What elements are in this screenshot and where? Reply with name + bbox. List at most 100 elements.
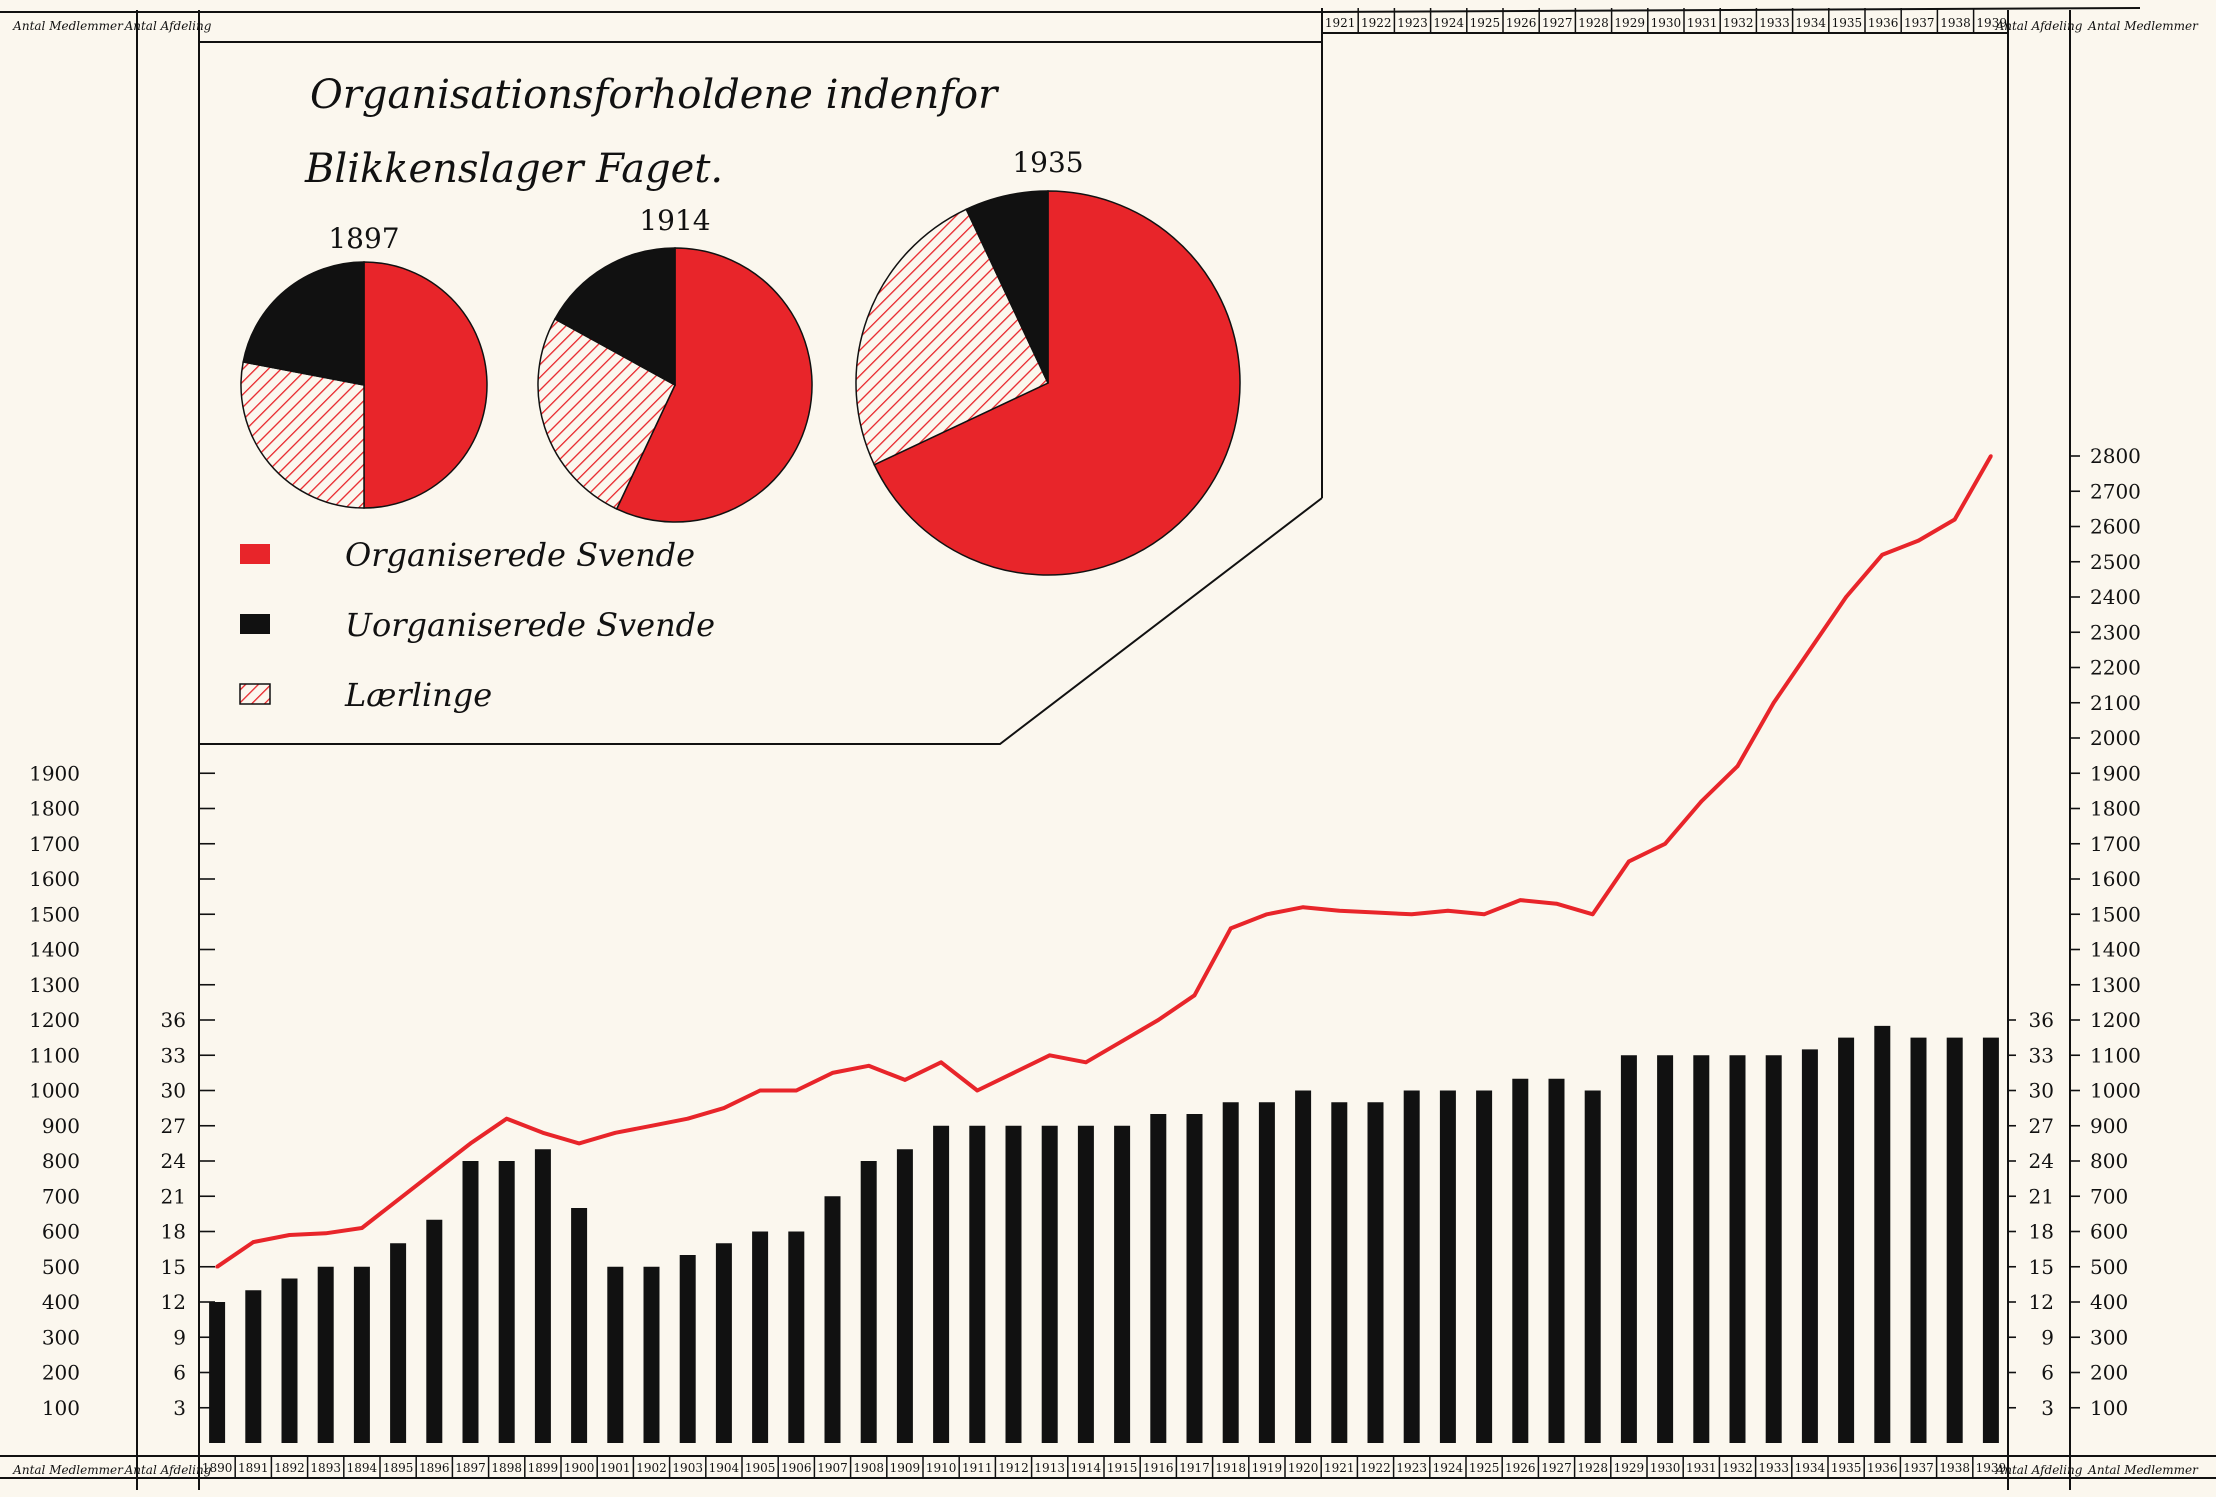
left-afdeling-tick-label: 30 [161, 1079, 186, 1103]
top-year-labels: 1921 1922 1923 1924 1925 1926 1927 1928 1929 1930… [1321, 8, 2007, 33]
year-label: 1914 [1071, 1461, 1102, 1475]
right-medlemmer-tick-label: 1100 [2090, 1043, 2141, 1067]
right-medlemmer-tick-label: 1400 [2090, 938, 2141, 962]
bar-afdelinger-1908 [860, 1161, 877, 1443]
point-medlemmer-1914 [1084, 1060, 1088, 1065]
point-medlemmer-1936 [1880, 552, 1885, 557]
point-medlemmer-1915 [1120, 1039, 1124, 1043]
left-medlemmer-tick-label: 300 [42, 1325, 80, 1349]
right-medlemmer-tick-label: 2400 [2090, 585, 2141, 609]
point-medlemmer-1919 [1265, 912, 1269, 917]
year-label: 1907 [817, 1461, 848, 1475]
point-medlemmer-1927 [1554, 901, 1559, 906]
point-medlemmer-1893 [323, 1231, 328, 1236]
year-label: 1893 [310, 1461, 341, 1475]
right-medlemmer-tick-label: 1000 [2090, 1079, 2141, 1103]
year-label: 1936 [1867, 1461, 1898, 1475]
right-medlemmer-tick-label: 400 [2090, 1290, 2128, 1314]
legend-swatch-2 [239, 683, 271, 705]
year-label: 1901 [600, 1461, 631, 1475]
column-header-label: Antal Medlemmer [12, 19, 124, 33]
point-medlemmer-1922 [1373, 910, 1378, 915]
right-afdeling-tick-label: 36 [2029, 1008, 2054, 1032]
left-afdeling-tick-label: 15 [161, 1255, 186, 1279]
bar-afdelinger-1924 [1439, 1090, 1456, 1443]
pie-year-label-1914: 1914 [639, 204, 710, 237]
point-medlemmer-1905 [758, 1088, 762, 1093]
left-afdeling-tick-label: 36 [161, 1008, 186, 1032]
bar-afdelinger-1910 [933, 1125, 950, 1443]
bar-afdelinger-1918 [1222, 1102, 1239, 1443]
point-medlemmer-1891 [251, 1240, 256, 1244]
column-header-label: Antal Afdeling [124, 19, 212, 33]
left-afdeling-tick-label: 9 [173, 1325, 186, 1349]
year-label: 1928 [1577, 1461, 1608, 1475]
right-medlemmer-tick-label: 1800 [2090, 797, 2141, 821]
column-header-label: Antal Afdeling [124, 1463, 212, 1477]
year-label: 1905 [745, 1461, 776, 1475]
right-medlemmer-tick-label: 2500 [2090, 550, 2141, 574]
right-medlemmer-tick-label: 600 [2090, 1220, 2128, 1244]
year-label: 1900 [564, 1461, 595, 1475]
column-header-label: Antal Medlemmer [2087, 19, 2199, 33]
left-medlemmer-tick-label: 1200 [29, 1008, 80, 1032]
bar-afdelinger-1903 [679, 1255, 696, 1443]
left-medlemmer-tick-label: 1800 [29, 797, 80, 821]
right-medlemmer-tick-label: 800 [2090, 1149, 2128, 1173]
right-medlemmer-tick-label: 500 [2090, 1255, 2128, 1279]
year-label: 1912 [998, 1461, 1029, 1475]
bar-afdelinger-1901 [607, 1266, 624, 1443]
year-label: 1923 [1396, 1461, 1427, 1475]
point-medlemmer-1911 [975, 1088, 980, 1093]
bar-afdelinger-1890 [209, 1302, 226, 1443]
point-medlemmer-1898 [504, 1116, 509, 1121]
left-medlemmer-tick-label: 200 [42, 1361, 80, 1385]
year-label: 1902 [636, 1461, 667, 1475]
left-medlemmer-tick-label: 400 [42, 1290, 80, 1314]
pie-1935-organiserede [873, 190, 1241, 576]
year-label: 1911 [962, 1461, 993, 1475]
point-medlemmer-1923 [1409, 912, 1414, 917]
bar-afdelinger-1932 [1729, 1055, 1746, 1443]
left-afdeling-tick-label: 33 [161, 1043, 186, 1067]
pie-1897-organiserede [363, 261, 488, 509]
year-label: 1938 [1939, 1461, 1970, 1475]
year-label: 1931 [1686, 1461, 1717, 1475]
year-label: 1919 [1252, 1461, 1283, 1475]
left-medlemmer-tick-label: 1400 [29, 938, 80, 962]
point-medlemmer-1899 [541, 1131, 545, 1135]
bar-afdelinger-1900 [571, 1208, 588, 1443]
right-medlemmer-tick-label: 2000 [2090, 726, 2141, 750]
year-label: 1920 [1288, 1461, 1319, 1475]
left-medlemmer-tick-label: 1700 [29, 832, 80, 856]
right-medlemmer-tick-label: 100 [2090, 1396, 2128, 1420]
point-medlemmer-1938 [1952, 517, 1957, 522]
point-medlemmer-1926 [1518, 898, 1523, 902]
top-year-label: 1935 [1832, 16, 1863, 30]
year-label: 1921 [1324, 1461, 1355, 1475]
point-medlemmer-1939 [1989, 454, 1993, 458]
point-medlemmer-1904 [722, 1106, 726, 1110]
point-medlemmer-1902 [649, 1123, 654, 1128]
point-medlemmer-1901 [613, 1131, 618, 1135]
pie-1897-laerlinge [240, 361, 365, 509]
pie-1914-organiserede [615, 247, 813, 523]
point-medlemmer-1935 [1844, 595, 1848, 599]
bar-afdelinger-1928 [1584, 1090, 1601, 1443]
right-medlemmer-tick-label: 1500 [2090, 902, 2141, 926]
left-afdeling-tick-label: 21 [161, 1184, 186, 1208]
right-medlemmer-tick-label: 300 [2090, 1325, 2128, 1349]
year-label: 1903 [672, 1461, 703, 1475]
point-medlemmer-1910 [939, 1060, 943, 1065]
year-label: 1899 [528, 1461, 559, 1475]
bar-afdelinger-1926 [1512, 1078, 1529, 1443]
point-medlemmer-1897 [468, 1141, 473, 1146]
column-header-label: Antal Medlemmer [12, 1463, 124, 1477]
right-afdeling-tick-label: 6 [2041, 1361, 2054, 1385]
bar-afdelinger-1931 [1693, 1055, 1710, 1443]
point-medlemmer-1907 [830, 1071, 835, 1075]
point-medlemmer-1909 [903, 1078, 907, 1082]
point-medlemmer-1918 [1228, 926, 1233, 931]
right-medlemmer-tick-label: 1300 [2090, 973, 2141, 997]
